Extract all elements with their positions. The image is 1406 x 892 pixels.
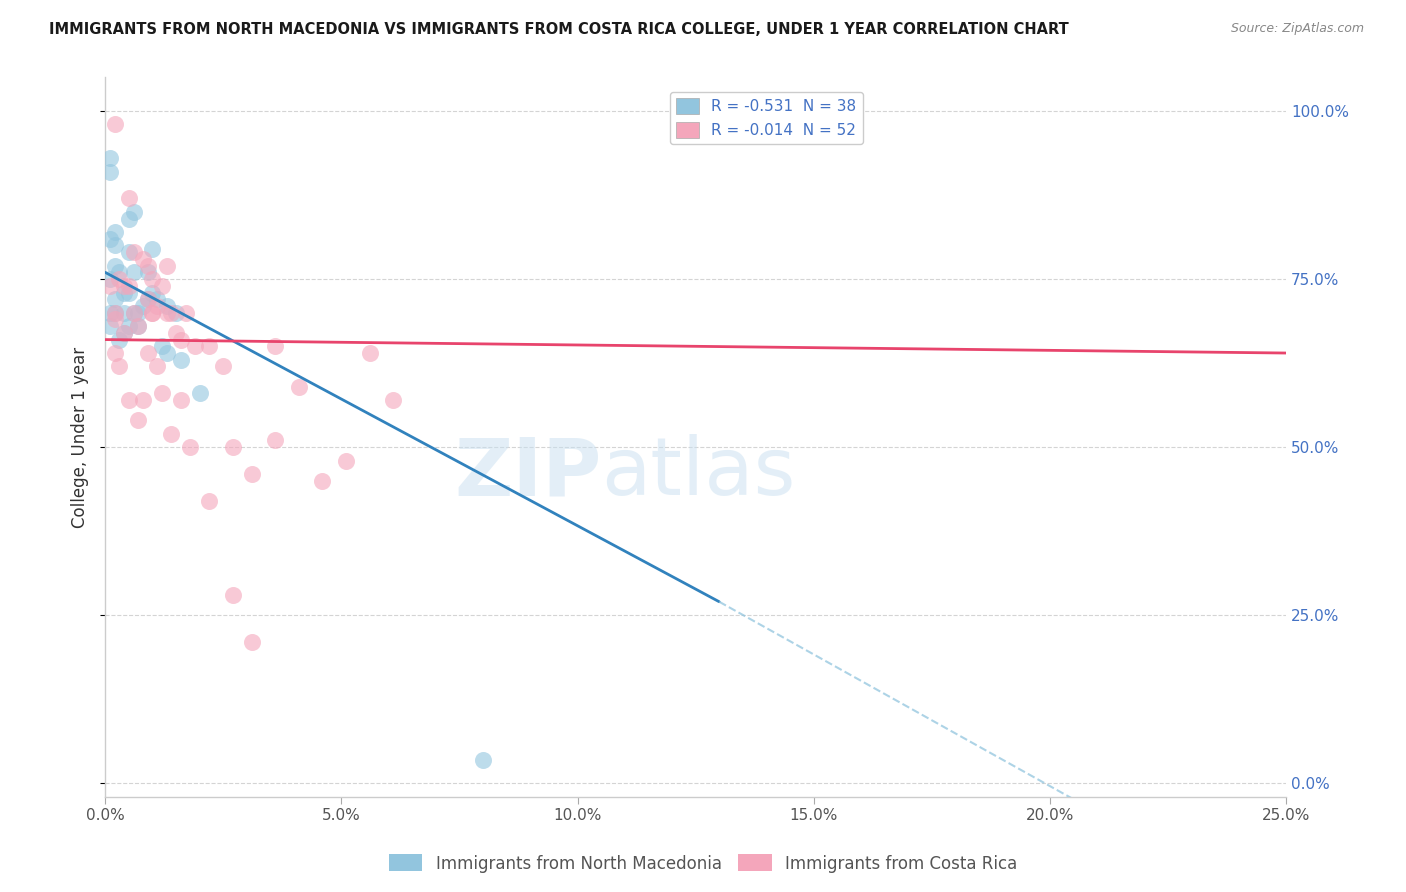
Point [156, 306, 179, 320]
Point [122, 265, 145, 279]
Point [122, 306, 145, 320]
Point [170, 352, 193, 367]
Point [264, 339, 287, 353]
Point [118, 245, 141, 260]
Point [264, 434, 287, 448]
Point [112, 326, 135, 340]
Point [335, 453, 357, 467]
Point [141, 306, 163, 320]
Point [136, 292, 159, 306]
Point [136, 346, 159, 360]
Point [98, 278, 121, 293]
Y-axis label: College, Under 1 year: College, Under 1 year [72, 346, 89, 528]
Point [288, 379, 311, 393]
Point [108, 333, 131, 347]
Point [160, 306, 183, 320]
Point [184, 339, 207, 353]
Text: ZIP: ZIP [454, 434, 602, 512]
Legend: R = -0.531  N = 38, R = -0.014  N = 52: R = -0.531 N = 38, R = -0.014 N = 52 [671, 92, 863, 145]
Point [104, 259, 127, 273]
Point [156, 259, 179, 273]
Point [141, 272, 163, 286]
Point [141, 285, 163, 300]
Point [146, 292, 169, 306]
Point [179, 440, 201, 454]
Point [198, 339, 221, 353]
Point [141, 242, 163, 256]
Point [165, 306, 187, 320]
Point [472, 753, 495, 767]
Point [198, 494, 221, 508]
Point [174, 306, 197, 320]
Point [240, 635, 263, 649]
Point [122, 205, 145, 219]
Point [122, 306, 145, 320]
Point [170, 333, 193, 347]
Point [127, 319, 149, 334]
Point [146, 299, 169, 313]
Point [104, 238, 127, 252]
Point [112, 285, 135, 300]
Point [359, 346, 381, 360]
Point [118, 319, 141, 334]
Point [112, 278, 135, 293]
Text: IMMIGRANTS FROM NORTH MACEDONIA VS IMMIGRANTS FROM COSTA RICA COLLEGE, UNDER 1 Y: IMMIGRANTS FROM NORTH MACEDONIA VS IMMIG… [49, 22, 1069, 37]
Point [132, 393, 155, 408]
Point [127, 319, 149, 334]
Point [98, 164, 121, 178]
Point [150, 278, 173, 293]
Point [112, 326, 135, 340]
Point [212, 359, 235, 374]
Point [118, 285, 141, 300]
Point [150, 339, 173, 353]
Point [104, 306, 127, 320]
Point [118, 393, 141, 408]
Point [136, 265, 159, 279]
Legend: Immigrants from North Macedonia, Immigrants from Costa Rica: Immigrants from North Macedonia, Immigra… [382, 847, 1024, 880]
Point [118, 278, 141, 293]
Point [222, 440, 245, 454]
Point [104, 312, 127, 326]
Point [98, 151, 121, 165]
Point [160, 426, 183, 441]
Point [108, 359, 131, 374]
Point [108, 272, 131, 286]
Point [108, 265, 131, 279]
Point [240, 467, 263, 481]
Point [104, 292, 127, 306]
Point [118, 191, 141, 205]
Point [132, 299, 155, 313]
Point [188, 386, 211, 401]
Point [98, 272, 121, 286]
Text: Source: ZipAtlas.com: Source: ZipAtlas.com [1230, 22, 1364, 36]
Point [146, 359, 169, 374]
Point [104, 225, 127, 239]
Point [165, 326, 187, 340]
Point [311, 474, 333, 488]
Point [112, 306, 135, 320]
Point [156, 299, 179, 313]
Point [136, 259, 159, 273]
Point [118, 211, 141, 226]
Point [104, 346, 127, 360]
Point [170, 393, 193, 408]
Point [222, 588, 245, 602]
Point [132, 252, 155, 266]
Point [127, 413, 149, 427]
Point [98, 319, 121, 334]
Point [98, 306, 121, 320]
Point [141, 306, 163, 320]
Point [104, 306, 127, 320]
Point [98, 232, 121, 246]
Point [150, 386, 173, 401]
Point [104, 118, 127, 132]
Point [136, 292, 159, 306]
Point [122, 245, 145, 260]
Point [382, 393, 405, 408]
Point [156, 346, 179, 360]
Text: atlas: atlas [602, 434, 796, 512]
Point [127, 306, 149, 320]
